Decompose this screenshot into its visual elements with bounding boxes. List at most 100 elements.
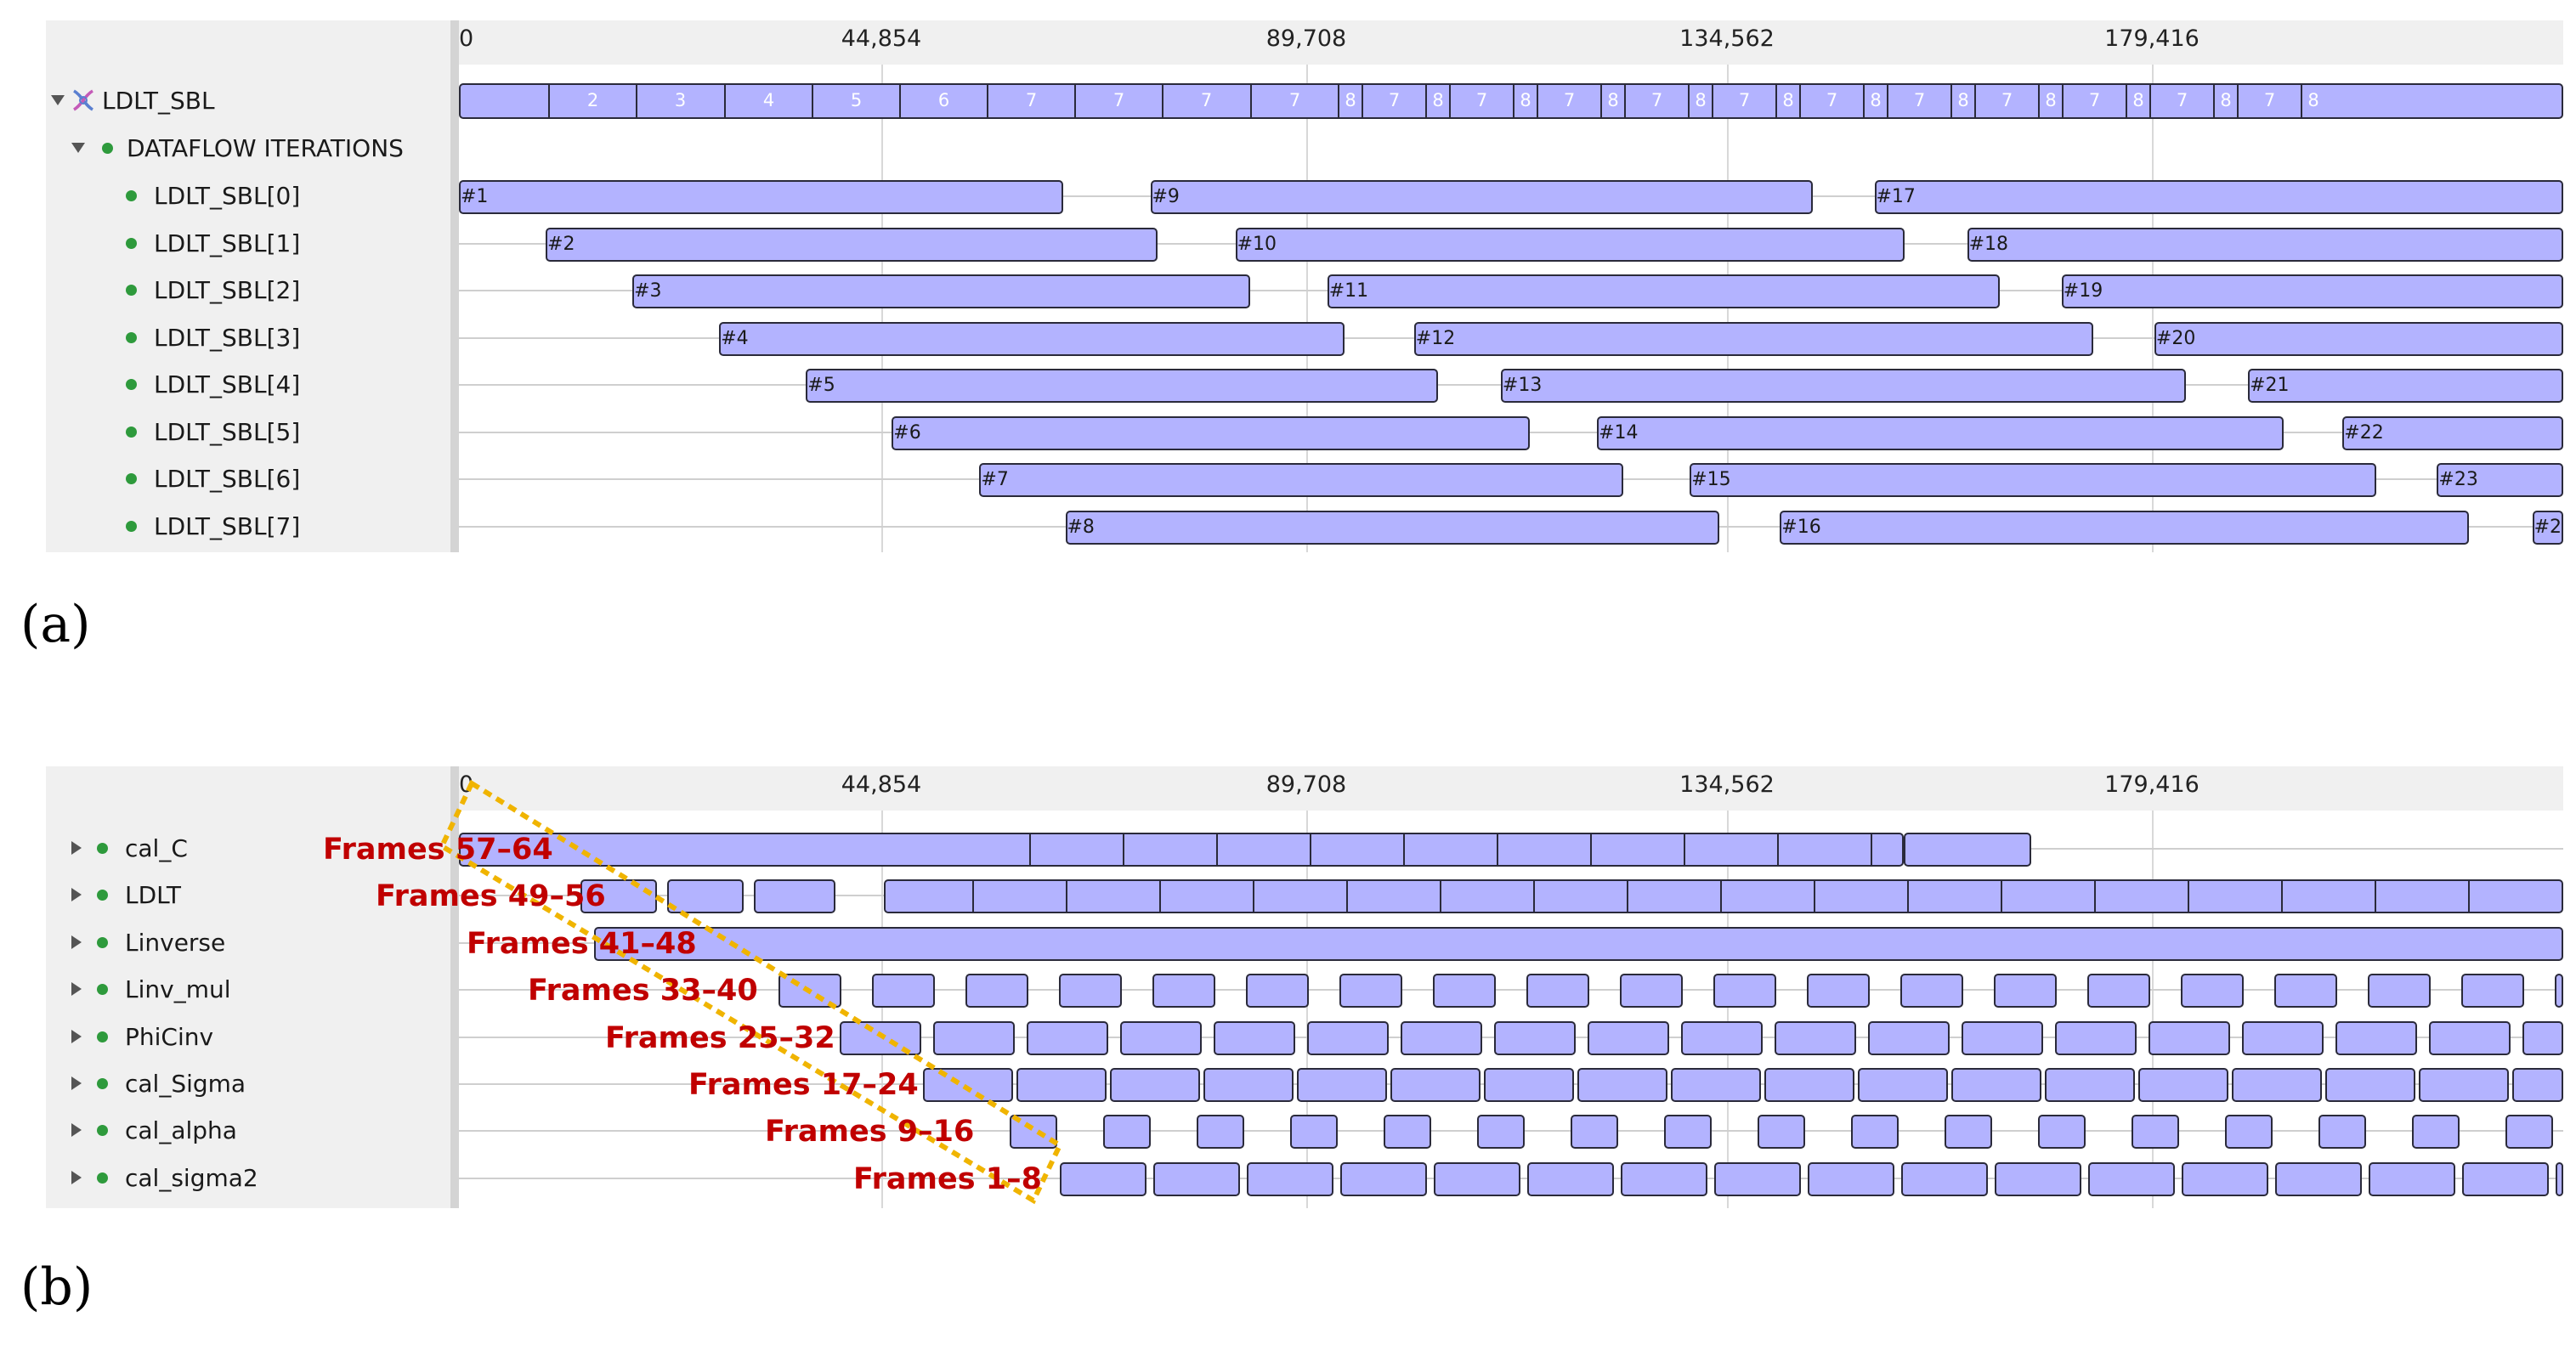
- tree-row-cal-c[interactable]: cal_C: [71, 831, 188, 865]
- module-bar[interactable]: [965, 974, 1028, 1008]
- module-bar[interactable]: [2045, 1068, 2135, 1102]
- module-bar[interactable]: [2368, 974, 2431, 1008]
- module-bar[interactable]: [459, 833, 1904, 867]
- module-bar[interactable]: [2274, 974, 2337, 1008]
- pane-splitter[interactable]: [450, 20, 459, 552]
- module-bar[interactable]: [1016, 1068, 1107, 1102]
- module-bar[interactable]: [1995, 1162, 2081, 1196]
- tree-row-ldlt-sbl-2[interactable]: LDLT_SBL[2]: [126, 273, 300, 307]
- iteration-bar[interactable]: #15: [1690, 463, 2376, 497]
- module-bar[interactable]: [923, 1068, 1013, 1102]
- module-bar[interactable]: [1945, 1115, 1992, 1149]
- module-bar[interactable]: [1247, 1162, 1333, 1196]
- module-bar[interactable]: [2556, 1162, 2563, 1196]
- expand-toggle-icon[interactable]: [71, 935, 82, 949]
- iteration-bar[interactable]: #12: [1413, 322, 2094, 356]
- iteration-bar[interactable]: #3: [632, 274, 1250, 308]
- module-bar[interactable]: [2461, 974, 2524, 1008]
- module-bar[interactable]: [1059, 974, 1122, 1008]
- module-bar[interactable]: [2182, 1162, 2268, 1196]
- module-bar[interactable]: [1390, 1068, 1480, 1102]
- module-bar[interactable]: [1621, 1162, 1707, 1196]
- module-bar[interactable]: [1758, 1115, 1805, 1149]
- module-bar[interactable]: [1851, 1115, 1899, 1149]
- tree-root-row[interactable]: LDLT_SBL: [46, 83, 215, 117]
- iteration-bar[interactable]: #7: [979, 463, 1624, 497]
- module-bar[interactable]: [1010, 1115, 1057, 1149]
- module-bar[interactable]: [2555, 974, 2563, 1008]
- tree-row-phicinv[interactable]: PhiCinv: [71, 1020, 213, 1054]
- tree-row-cal-sigma[interactable]: cal_Sigma: [71, 1066, 246, 1100]
- iteration-bar[interactable]: #2: [546, 228, 1158, 262]
- module-bar[interactable]: [1962, 1021, 2043, 1055]
- expand-toggle-icon[interactable]: [71, 841, 82, 855]
- iteration-bar[interactable]: #11: [1327, 274, 2000, 308]
- expand-toggle-icon[interactable]: [71, 143, 85, 153]
- module-bar[interactable]: [1290, 1115, 1338, 1149]
- module-bar[interactable]: [1664, 1115, 1712, 1149]
- module-bar[interactable]: [1433, 974, 1496, 1008]
- module-bar[interactable]: [1152, 974, 1215, 1008]
- expand-toggle-icon[interactable]: [51, 95, 65, 105]
- module-bar[interactable]: [1120, 1021, 1202, 1055]
- module-bar[interactable]: [580, 879, 657, 913]
- tree-row-ldlt-sbl-3[interactable]: LDLT_SBL[3]: [126, 320, 300, 354]
- module-bar[interactable]: [1297, 1068, 1387, 1102]
- module-bar[interactable]: [1588, 1021, 1669, 1055]
- module-bar[interactable]: [1526, 974, 1589, 1008]
- module-bar[interactable]: [1868, 1021, 1950, 1055]
- module-bar[interactable]: [2181, 974, 2244, 1008]
- module-bar[interactable]: [1484, 1068, 1574, 1102]
- module-bar[interactable]: [1713, 974, 1776, 1008]
- module-bar[interactable]: [1808, 1162, 1894, 1196]
- module-bar[interactable]: [1858, 1068, 1948, 1102]
- tree-row-linv-mul[interactable]: Linv_mul: [71, 972, 231, 1006]
- module-bar[interactable]: [2087, 974, 2150, 1008]
- tree-row-linverse[interactable]: Linverse: [71, 925, 225, 959]
- tree-row-ldlt-sbl-0[interactable]: LDLT_SBL[0]: [126, 178, 300, 212]
- module-bar[interactable]: [2225, 1115, 2273, 1149]
- module-bar[interactable]: [1340, 1162, 1427, 1196]
- tree-row-ldlt-sbl-5[interactable]: LDLT_SBL[5]: [126, 415, 300, 449]
- module-bar[interactable]: [1714, 1162, 1801, 1196]
- expand-toggle-icon[interactable]: [71, 1030, 82, 1043]
- module-bar[interactable]: [1951, 1068, 2041, 1102]
- iteration-bar[interactable]: #17: [1874, 180, 2563, 214]
- expand-toggle-icon[interactable]: [71, 1123, 82, 1137]
- module-bar[interactable]: [2275, 1162, 2362, 1196]
- module-bar[interactable]: [2318, 1115, 2366, 1149]
- tree-row-ldlt-sbl-7[interactable]: LDLT_SBL[7]: [126, 509, 300, 543]
- module-bar[interactable]: [2325, 1068, 2415, 1102]
- module-bar[interactable]: [1620, 974, 1683, 1008]
- module-bar[interactable]: [1901, 1162, 1988, 1196]
- module-bar[interactable]: [1110, 1068, 1200, 1102]
- module-bar[interactable]: [1775, 1021, 1856, 1055]
- pane-splitter[interactable]: [450, 766, 459, 1208]
- expand-toggle-icon[interactable]: [71, 982, 82, 996]
- module-bar[interactable]: [2512, 1068, 2563, 1102]
- module-bar[interactable]: [1494, 1021, 1576, 1055]
- iteration-bar[interactable]: #23: [2437, 463, 2563, 497]
- module-bar[interactable]: [2038, 1115, 2086, 1149]
- module-bar[interactable]: [2132, 1115, 2179, 1149]
- module-bar[interactable]: [1203, 1068, 1294, 1102]
- module-bar[interactable]: [2232, 1068, 2322, 1102]
- module-bar[interactable]: [1434, 1162, 1520, 1196]
- module-bar[interactable]: [1214, 1021, 1295, 1055]
- module-bar[interactable]: [1571, 1115, 1618, 1149]
- module-bar[interactable]: [1401, 1021, 1482, 1055]
- iteration-bar[interactable]: #16: [1780, 511, 2469, 545]
- module-bar[interactable]: [2242, 1021, 2324, 1055]
- module-bar[interactable]: [1807, 974, 1870, 1008]
- overview-bar[interactable]: 2 3 4 5 6 7 7 7 7 8 7 8 7 8 7 8 7 8 7 8 7 8 7 8 7 8 7 8 7 8 7 8: [459, 83, 2563, 119]
- module-bar[interactable]: [872, 974, 935, 1008]
- iteration-bar[interactable]: #10: [1235, 228, 1905, 262]
- module-bar[interactable]: [1060, 1162, 1146, 1196]
- tree-row-cal-alpha[interactable]: cal_alpha: [71, 1113, 237, 1147]
- expand-toggle-icon[interactable]: [71, 1076, 82, 1090]
- module-bar[interactable]: [1477, 1115, 1525, 1149]
- module-bar[interactable]: [933, 1021, 1015, 1055]
- module-bar[interactable]: [2505, 1115, 2553, 1149]
- module-bar[interactable]: [1577, 1068, 1667, 1102]
- module-bar[interactable]: [667, 879, 744, 913]
